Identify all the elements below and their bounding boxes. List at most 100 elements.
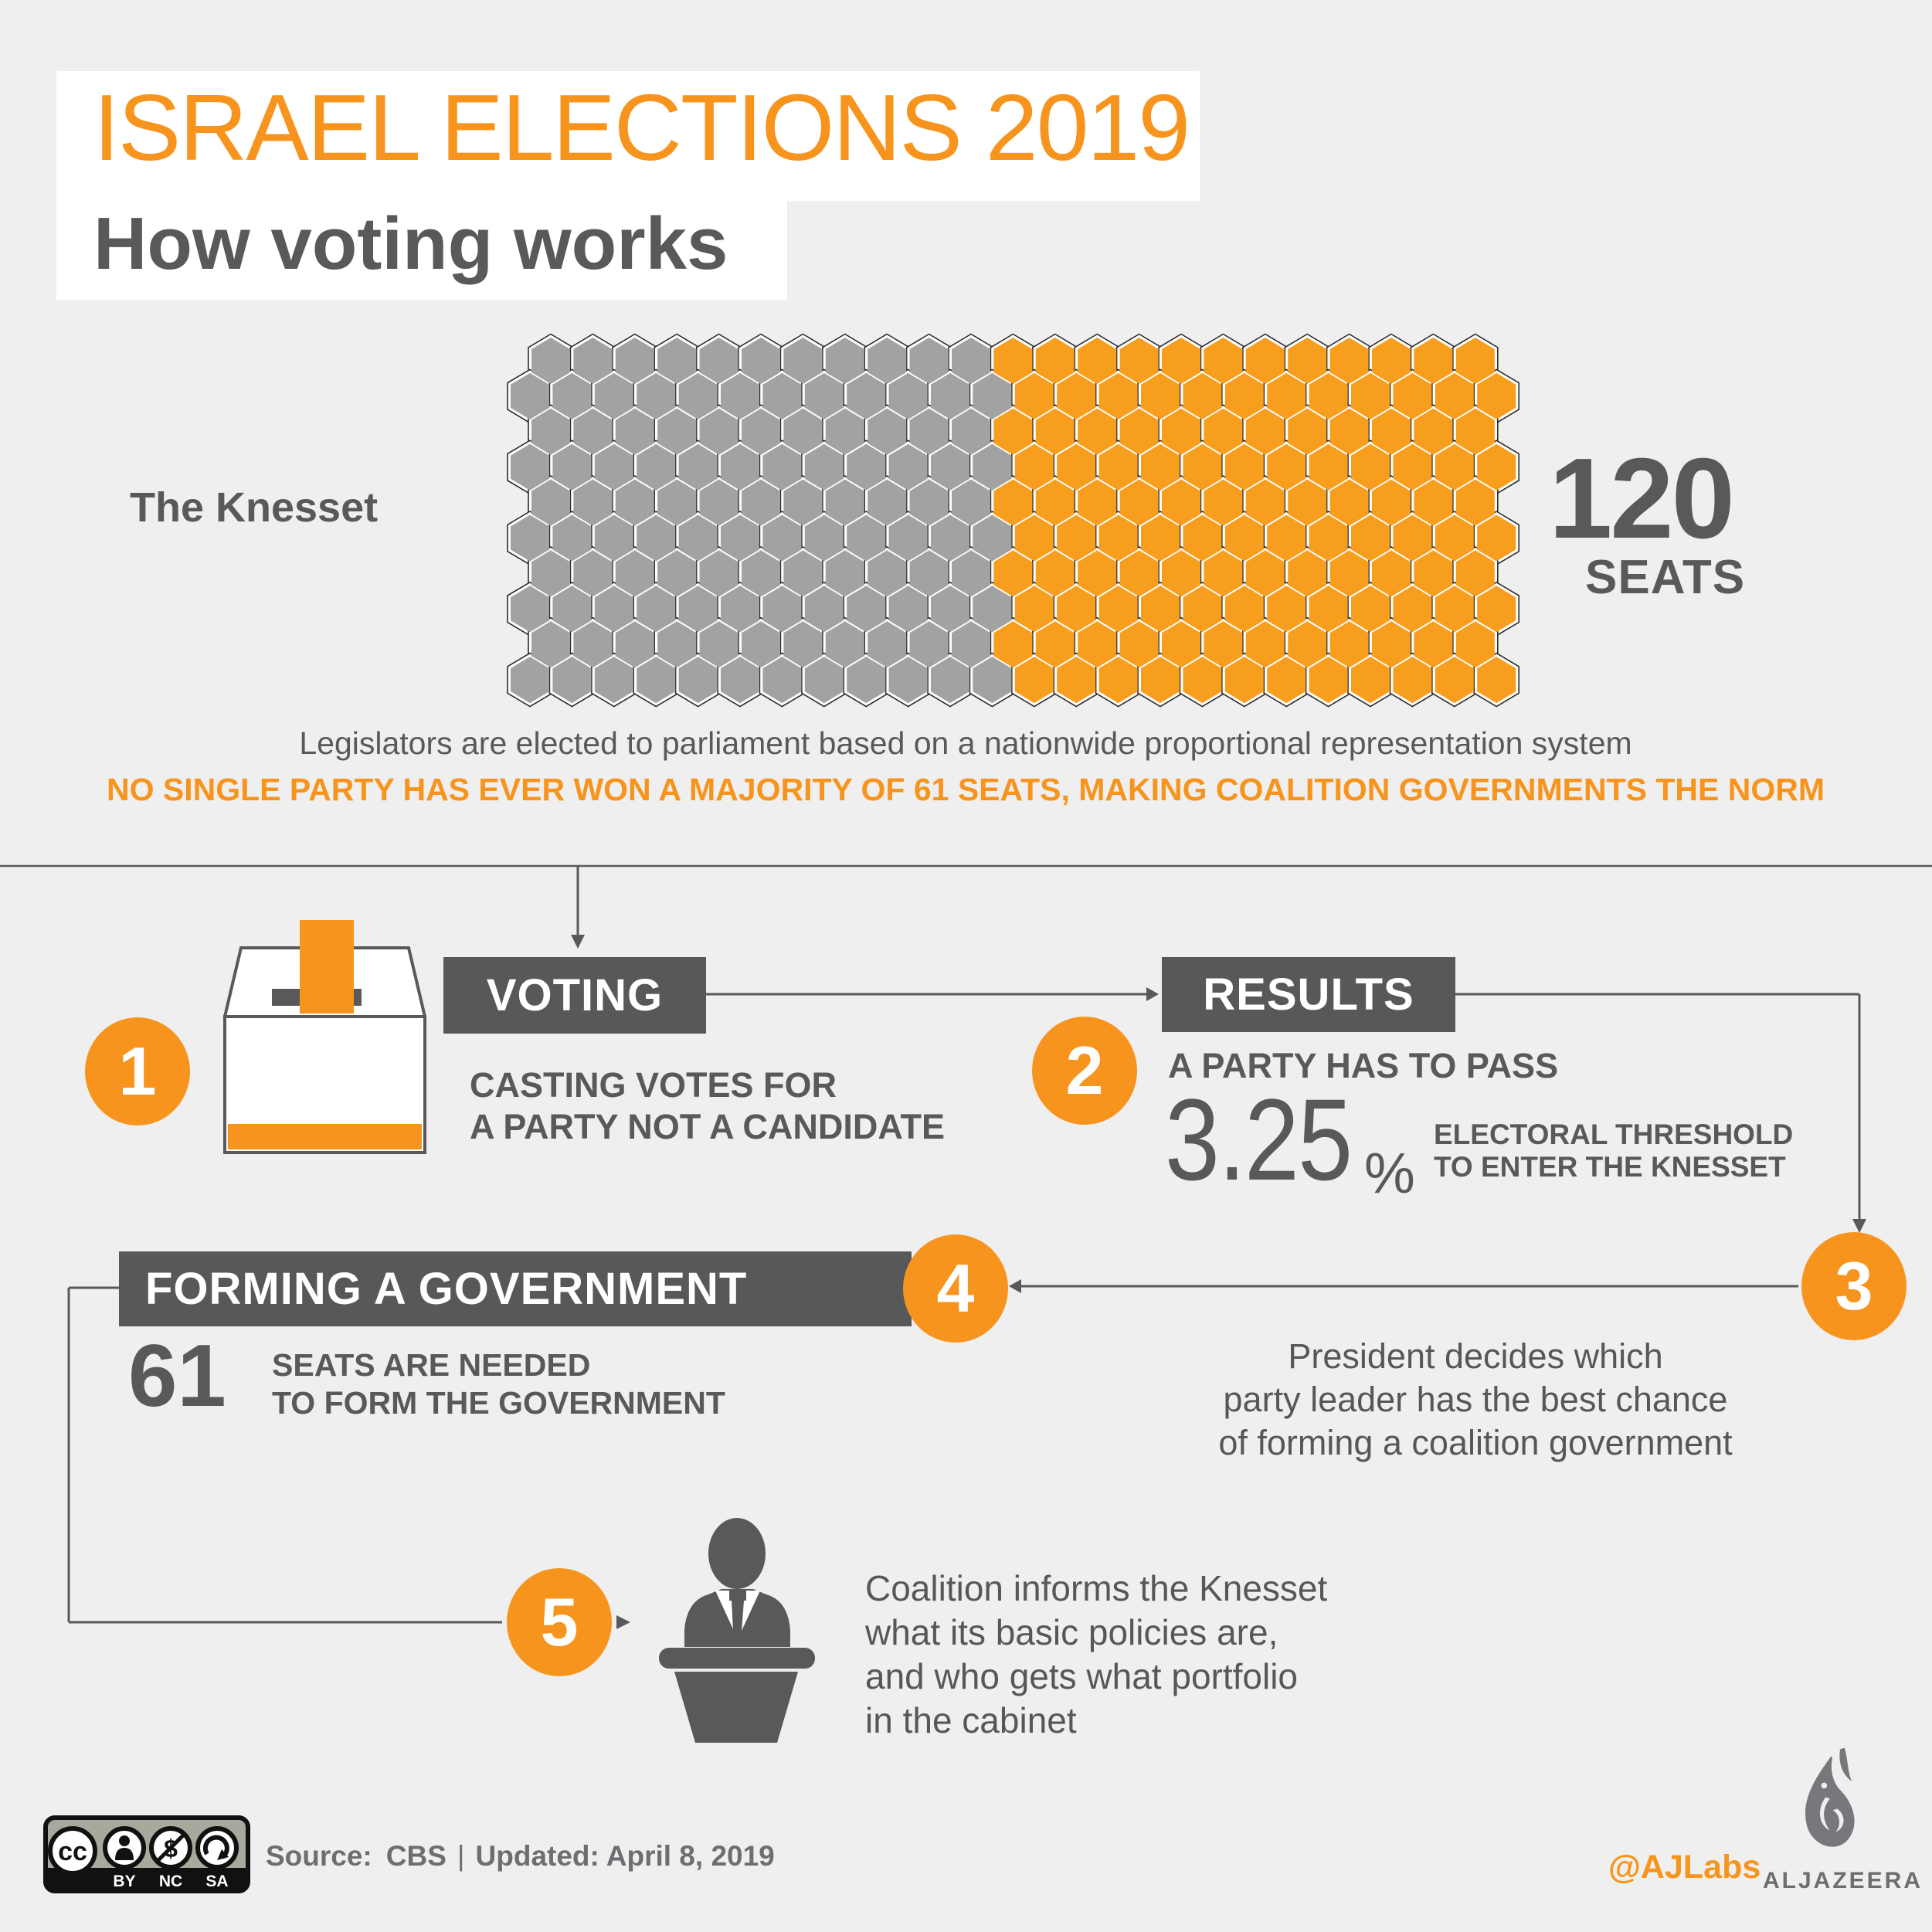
seat-hex-gray xyxy=(804,372,844,419)
seat-hex-gray xyxy=(657,408,697,455)
seat-hex-gray xyxy=(868,408,907,455)
step-3-number: 3 xyxy=(1835,1248,1873,1324)
seat-hex-orange xyxy=(1329,479,1369,526)
voting-desc-line-2: A PARTY NOT A CANDIDATE xyxy=(470,1107,945,1146)
seat-hex-gray xyxy=(594,657,633,704)
seat-hex-gray xyxy=(783,479,823,526)
seat-hex-orange xyxy=(1204,408,1243,455)
seat-hex-gray xyxy=(573,338,613,384)
seat-hex-gray xyxy=(847,514,886,562)
president-line-2: party leader has the best chance xyxy=(1223,1380,1728,1419)
seat-hex-orange xyxy=(1372,408,1411,455)
flow-arrowhead xyxy=(1852,1219,1866,1233)
seat-hex-gray xyxy=(637,443,676,491)
seat-hex-gray xyxy=(952,550,990,597)
seat-hex-orange xyxy=(1393,372,1432,419)
seat-hex-orange xyxy=(1477,586,1516,633)
seat-hex-gray xyxy=(762,514,802,562)
seat-hex-gray xyxy=(511,586,549,633)
seat-hex-orange xyxy=(1288,338,1327,384)
seat-hex-gray xyxy=(637,657,676,704)
seat-hex-gray xyxy=(742,621,780,668)
seat-hex-gray xyxy=(573,479,613,526)
seat-hex-gray xyxy=(511,372,549,419)
seat-hex-gray xyxy=(762,372,802,419)
seat-hex-gray xyxy=(888,514,928,562)
seat-hex-orange xyxy=(1309,657,1348,704)
step-2-number: 2 xyxy=(1065,1032,1104,1109)
seat-hex-orange xyxy=(1372,621,1411,668)
logo-flame-swirl xyxy=(1832,1808,1844,1832)
title-panel xyxy=(56,71,1200,201)
seat-hex-gray xyxy=(868,550,907,597)
seat-hex-gray xyxy=(552,657,592,704)
results-header-label: RESULTS xyxy=(1203,969,1414,1020)
flow-arrowhead xyxy=(1146,987,1159,1001)
seat-hex-orange xyxy=(1141,372,1180,419)
seat-hex-gray xyxy=(511,657,549,704)
podium-base xyxy=(674,1672,798,1743)
seat-hex-gray xyxy=(552,586,592,633)
flow-arrowhead xyxy=(1009,1279,1021,1293)
seat-hex-orange xyxy=(993,479,1033,526)
speaker-head xyxy=(708,1518,766,1589)
seat-hex-gray xyxy=(678,514,718,562)
knesset-label: The Knesset xyxy=(130,484,379,531)
seat-hex-orange xyxy=(1414,621,1453,668)
seat-hex-gray xyxy=(742,550,780,597)
seat-hex-orange xyxy=(1309,372,1348,419)
voting-header-box: VOTING xyxy=(443,957,706,1034)
source-value: CBS xyxy=(385,1840,446,1872)
seat-hex-gray xyxy=(699,338,739,384)
step-2-badge: 2 xyxy=(1032,1017,1137,1125)
seat-hex-gray xyxy=(615,550,654,597)
seat-hex-orange xyxy=(1078,338,1117,384)
seat-hex-gray xyxy=(552,372,592,419)
seat-hex-gray xyxy=(847,443,886,491)
seat-hex-gray xyxy=(699,408,739,455)
seats-needed-line-1: SEATS ARE NEEDED xyxy=(272,1347,591,1383)
seat-hex-orange xyxy=(1204,621,1243,668)
seat-hex-orange xyxy=(1183,657,1222,704)
seat-hex-gray xyxy=(721,443,759,491)
seat-hex-gray xyxy=(721,372,759,419)
seat-hex-orange xyxy=(1351,443,1390,491)
seat-hex-orange xyxy=(1309,443,1348,491)
seat-hex-orange xyxy=(1372,338,1411,384)
seat-hex-gray xyxy=(868,621,907,668)
seat-hex-orange xyxy=(993,621,1033,668)
seat-hex-gray xyxy=(825,338,864,384)
by-person-body xyxy=(115,1848,134,1860)
step-5-badge: 5 xyxy=(507,1568,612,1676)
seat-hex-orange xyxy=(1224,514,1264,562)
seat-hex-orange xyxy=(1245,338,1285,384)
seat-hex-gray xyxy=(637,514,676,562)
seat-hex-gray xyxy=(783,338,823,384)
seat-hex-gray xyxy=(952,621,990,668)
seat-hex-orange xyxy=(1035,621,1075,668)
logo-flame-tail xyxy=(1839,1747,1852,1781)
seats-needed-line-2: TO FORM THE GOVERNMENT xyxy=(272,1385,725,1421)
threshold-desc-line-1: ELECTORAL THRESHOLD xyxy=(1434,1119,1794,1150)
seat-hex-gray xyxy=(721,514,759,562)
seat-hex-orange xyxy=(1035,408,1075,455)
seat-hex-orange xyxy=(1119,479,1159,526)
seat-hex-orange xyxy=(1098,514,1138,562)
seat-hex-orange xyxy=(1245,408,1285,455)
seat-hex-orange xyxy=(1414,338,1453,384)
seat-hex-orange xyxy=(1014,443,1054,491)
seat-hex-orange xyxy=(1183,514,1222,562)
page-title: ISRAEL ELECTIONS 2019 xyxy=(93,75,1190,180)
total-seats-number: 120 xyxy=(1549,435,1735,562)
seat-hex-gray xyxy=(888,586,928,633)
sa-arrow xyxy=(202,1835,229,1859)
seat-hex-orange xyxy=(1329,550,1369,597)
seat-hex-orange xyxy=(1267,657,1306,704)
seat-hex-orange xyxy=(1309,514,1348,562)
page-subtitle: How voting works xyxy=(93,202,728,285)
seat-hex-gray xyxy=(678,372,718,419)
flow-arrowhead xyxy=(571,935,585,949)
seat-hex-orange xyxy=(1057,586,1096,633)
seat-hex-orange xyxy=(1329,338,1369,384)
